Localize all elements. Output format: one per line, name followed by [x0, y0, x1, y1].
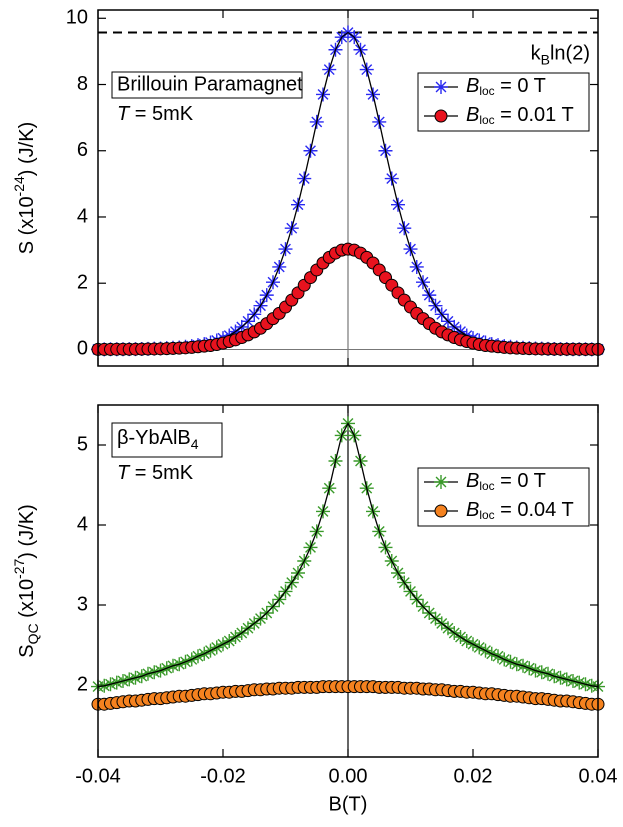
legend-label: Bloc = 0.04 T [466, 499, 574, 522]
x-tick-label: -0.02 [200, 765, 246, 787]
x-axis-label: B(T) [329, 793, 368, 815]
x-tick-label: 0.00 [329, 765, 368, 787]
text-part: B [466, 104, 479, 126]
x-tick-label: 0.02 [454, 765, 493, 787]
text-part: T [117, 103, 131, 125]
text-part: loc [479, 84, 494, 98]
fit-line [97, 421, 599, 688]
y-tick-label: 2 [77, 271, 88, 293]
reference-label: kBln(2) [531, 43, 590, 67]
y-tick-label: 10 [66, 7, 88, 29]
text-part: = 0.01 T [495, 104, 574, 126]
circle-marker [434, 109, 448, 123]
y-axis-label: S (x10-24) (J/K) [11, 122, 39, 254]
text-part: ) (J/K) [16, 122, 38, 176]
text-part: loc [479, 508, 494, 522]
legend-label: Bloc = 0 T [466, 470, 546, 493]
text-part: 4 [191, 436, 199, 452]
plot-frame [97, 9, 599, 367]
circle-marker [434, 504, 448, 518]
text-part: = 5mK [129, 462, 194, 484]
legend-label: Bloc = 0 T [466, 75, 546, 98]
text-part: k [531, 43, 542, 65]
text-part: loc [479, 479, 494, 493]
text-part: B [466, 499, 479, 521]
label-box [111, 71, 303, 99]
text-part: S [16, 644, 38, 657]
y-axis-label: SQC (x10-27) (J/K) [11, 504, 41, 657]
y-tick-label: 2 [77, 673, 88, 695]
star-marker [434, 80, 448, 94]
text-part: T [117, 462, 131, 484]
temperature-label: T = 5mK [117, 462, 194, 484]
text-part: S (x10 [16, 196, 38, 254]
text-part: = 0 T [495, 470, 546, 492]
y-tick-label: 4 [77, 513, 88, 535]
text-part: QC [25, 623, 41, 644]
text-part: -27 [11, 558, 27, 578]
plot-frame [97, 404, 599, 758]
label-box [111, 422, 223, 458]
y-tick-label: 3 [77, 593, 88, 615]
text-part: ) (J/K) [16, 504, 38, 558]
y-tick-label: 0 [77, 338, 88, 360]
text-part: = 0 T [495, 75, 546, 97]
y-tick-label: 5 [77, 433, 88, 455]
temperature-label: T = 5mK [117, 103, 194, 125]
text-part: B [541, 51, 550, 67]
box-label: Brillouin Paramagnet [117, 73, 303, 95]
text-part: (x10 [16, 579, 38, 623]
x-tick-label: 0.04 [579, 765, 618, 787]
text-part: = 5mK [129, 103, 194, 125]
y-tick-label: 4 [77, 205, 88, 227]
text-part: = 0.04 T [495, 499, 574, 521]
text-part: ln(2) [550, 43, 590, 65]
y-tick-label: 8 [77, 73, 88, 95]
legend-box [417, 467, 590, 527]
star-marker [434, 475, 448, 489]
y-tick-label: 6 [77, 139, 88, 161]
box-label: β-YbAlB4 [117, 427, 199, 451]
text-part: B [466, 470, 479, 492]
text-part: loc [479, 113, 494, 127]
text-part: B [466, 75, 479, 97]
legend-label: Bloc = 0.01 T [466, 104, 574, 127]
x-tick-label: -0.04 [75, 765, 121, 787]
text-part: -24 [11, 176, 27, 196]
text-part: β-YbAlB [117, 427, 191, 449]
legend-box [417, 72, 590, 132]
